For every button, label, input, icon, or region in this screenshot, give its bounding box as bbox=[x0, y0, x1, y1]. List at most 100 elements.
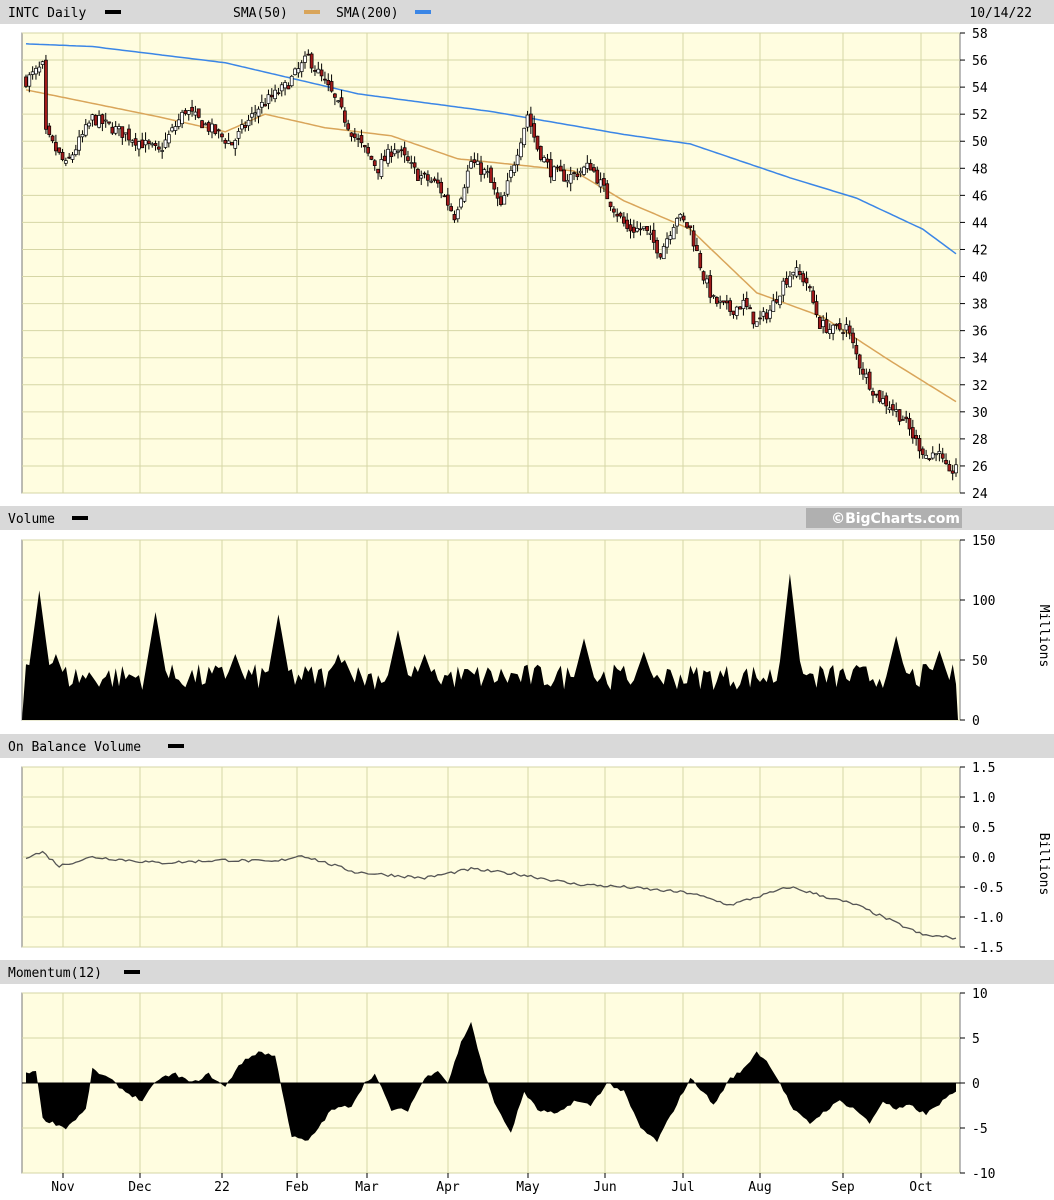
candle-body bbox=[907, 418, 912, 430]
candle-body bbox=[824, 319, 829, 333]
candle-body bbox=[519, 142, 523, 158]
candle-body bbox=[877, 390, 882, 402]
candle-body bbox=[705, 278, 709, 284]
candle-body bbox=[359, 135, 364, 144]
obv-line bbox=[25, 850, 957, 940]
candle-body bbox=[93, 115, 98, 126]
candle-body bbox=[236, 131, 241, 139]
candle-body bbox=[638, 228, 643, 231]
y-tick-label: 44 bbox=[972, 216, 988, 231]
candle-body bbox=[352, 133, 357, 138]
candle-body bbox=[901, 419, 905, 421]
candle-body bbox=[90, 114, 95, 121]
candle-body bbox=[465, 170, 470, 188]
candle-body bbox=[279, 84, 284, 92]
candle-body bbox=[193, 111, 198, 116]
candle-body bbox=[263, 104, 267, 107]
candle-body bbox=[479, 162, 483, 175]
candle-body bbox=[40, 61, 45, 65]
y-tick-label: 56 bbox=[972, 54, 988, 69]
candle-body bbox=[641, 226, 646, 229]
candle-body bbox=[768, 309, 772, 319]
candle-body bbox=[555, 166, 560, 169]
candle-body bbox=[323, 78, 327, 81]
y-tick-label: -1.5 bbox=[972, 941, 1003, 956]
y-tick-label: 30 bbox=[972, 406, 988, 421]
candle-body bbox=[897, 409, 902, 422]
candle-body bbox=[455, 209, 460, 220]
candle-body bbox=[416, 168, 420, 181]
candle-body bbox=[293, 68, 297, 75]
candle-body bbox=[944, 459, 948, 465]
candle-body bbox=[170, 127, 174, 132]
sma200-line bbox=[25, 43, 957, 255]
candle-body bbox=[459, 198, 463, 208]
candle-body bbox=[595, 169, 600, 184]
candle-body bbox=[80, 134, 85, 138]
candle-body bbox=[445, 194, 450, 206]
y-tick-label: 150 bbox=[972, 534, 995, 549]
volume-units: Millions bbox=[1036, 605, 1051, 668]
candle-body bbox=[731, 310, 736, 315]
candle-body bbox=[47, 125, 52, 135]
candle-body bbox=[562, 169, 566, 182]
x-tick-label: Mar bbox=[355, 1180, 379, 1195]
candle-body bbox=[87, 122, 91, 127]
candle-body bbox=[495, 192, 500, 199]
candle-body bbox=[668, 235, 673, 240]
candle-body bbox=[482, 169, 487, 175]
candle-body bbox=[681, 215, 686, 221]
legend-sma200-label: SMA(200) bbox=[336, 6, 399, 21]
candle-body bbox=[525, 114, 530, 128]
candle-body bbox=[213, 124, 218, 134]
candle-body bbox=[864, 373, 869, 378]
candle-body bbox=[409, 162, 414, 164]
candle-body bbox=[186, 110, 191, 115]
candle-body bbox=[64, 160, 68, 164]
symbol-label: INTC Daily bbox=[8, 6, 86, 21]
candle-body bbox=[808, 286, 812, 289]
candle-body bbox=[223, 139, 228, 144]
candle-body bbox=[60, 152, 65, 161]
candle-body bbox=[449, 206, 453, 212]
candle-body bbox=[130, 140, 135, 143]
candle-body bbox=[734, 306, 739, 316]
y-tick-label: 5 bbox=[972, 1032, 980, 1047]
candle-body bbox=[243, 125, 248, 128]
y-tick-label: 54 bbox=[972, 81, 988, 96]
candle-body bbox=[475, 160, 480, 165]
candle-body bbox=[366, 147, 370, 154]
candle-body bbox=[685, 222, 689, 228]
candle-body bbox=[605, 183, 610, 200]
candle-body bbox=[289, 75, 294, 87]
candle-body bbox=[927, 458, 932, 461]
candle-body bbox=[711, 295, 716, 297]
symbol-legend-swatch bbox=[105, 10, 121, 14]
candle-body bbox=[333, 93, 337, 98]
candle-body bbox=[887, 407, 892, 411]
candle-body bbox=[386, 148, 390, 164]
candle-body bbox=[631, 226, 636, 233]
legend-sma200-swatch bbox=[415, 10, 431, 14]
candle-body bbox=[645, 225, 649, 231]
legend-sma50-label: SMA(50) bbox=[233, 6, 288, 21]
candle-body bbox=[299, 62, 304, 72]
obv-y-axis: 1.5 1.0 0.5 0.0 -0.5 -1.0 -1.5 bbox=[960, 761, 1003, 956]
candle-body bbox=[336, 100, 341, 103]
candle-body bbox=[874, 393, 879, 396]
y-tick-label: 34 bbox=[972, 352, 988, 367]
candle-body bbox=[904, 416, 909, 420]
candle-body bbox=[269, 94, 274, 98]
candle-body bbox=[240, 124, 244, 130]
obv-units: Billions bbox=[1036, 833, 1051, 896]
candle-body bbox=[917, 438, 922, 452]
candle-body bbox=[24, 76, 28, 87]
candle-body bbox=[512, 164, 517, 173]
candle-body bbox=[552, 166, 556, 181]
candle-body bbox=[834, 323, 839, 326]
candle-body bbox=[565, 180, 570, 183]
candle-body bbox=[103, 119, 108, 122]
candle-body bbox=[754, 321, 759, 327]
candle-body bbox=[867, 371, 872, 390]
momentum-legend-swatch bbox=[124, 970, 140, 974]
